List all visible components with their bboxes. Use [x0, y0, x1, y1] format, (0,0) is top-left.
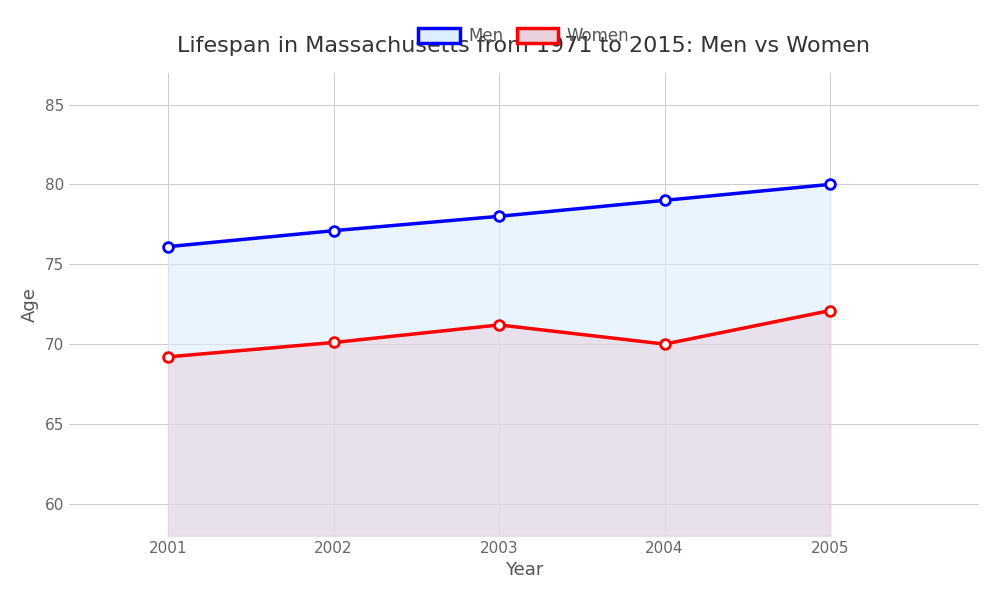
Title: Lifespan in Massachusetts from 1971 to 2015: Men vs Women: Lifespan in Massachusetts from 1971 to 2… — [177, 36, 870, 56]
Y-axis label: Age: Age — [21, 287, 39, 322]
X-axis label: Year: Year — [505, 561, 543, 579]
Legend: Men, Women: Men, Women — [412, 20, 636, 52]
